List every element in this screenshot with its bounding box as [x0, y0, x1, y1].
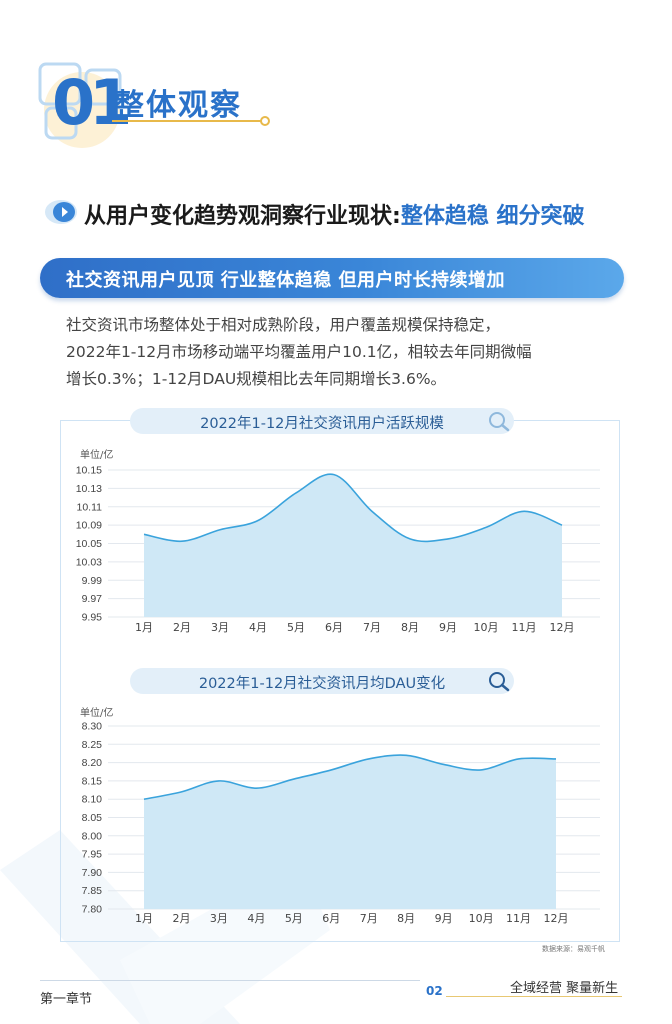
- x-tick-label: 8月: [401, 621, 419, 634]
- footer-slogan: 全域经营 聚量新生: [510, 981, 619, 996]
- x-tick-label: 11月: [506, 912, 531, 925]
- y-tick-label: 7.85: [82, 885, 103, 897]
- banner-text: 社交资讯用户见顶 行业整体趋稳 但用户时长持续增加: [66, 270, 506, 291]
- x-tick-label: 8月: [397, 912, 415, 925]
- x-tick-label: 12月: [550, 621, 575, 634]
- y-tick-label: 8.10: [82, 794, 103, 806]
- x-tick-label: 1月: [135, 912, 153, 925]
- x-tick-label: 10月: [474, 621, 499, 634]
- x-tick-label: 9月: [435, 912, 453, 925]
- footer-slogan-underline: [446, 996, 622, 997]
- subheading-highlight: 整体趋稳 细分突破: [400, 204, 585, 229]
- y-tick-label: 9.99: [82, 575, 103, 587]
- number-frame-decoration: [38, 62, 122, 140]
- y-tick-label: 7.80: [82, 904, 103, 916]
- x-tick-label: 9月: [439, 621, 457, 634]
- paragraph-line: 2022年1-12月市场移动端平均覆盖用户10.1亿，相较去年同期微幅: [66, 343, 532, 361]
- section-number: 01: [52, 66, 132, 139]
- footer-divider: [40, 980, 420, 981]
- chart1-title: 2022年1-12月社交资讯用户活跃规模: [200, 416, 444, 432]
- x-tick-label: 5月: [287, 621, 305, 634]
- area-fill: [144, 755, 556, 909]
- paragraph-line: 社交资讯市场整体处于相对成熟阶段，用户覆盖规模保持稳定，: [66, 316, 501, 334]
- y-tick-label: 8.15: [82, 775, 103, 787]
- x-tick-label: 2月: [172, 912, 190, 925]
- section-underline-dot: [260, 116, 270, 126]
- x-tick-label: 4月: [249, 621, 267, 634]
- section-underline: [112, 120, 262, 122]
- search-icon: [489, 672, 510, 692]
- x-tick-label: 7月: [360, 912, 378, 925]
- x-tick-label: 4月: [247, 912, 265, 925]
- y-tick-label: 9.97: [82, 593, 103, 605]
- chart2-title: 2022年1-12月社交资讯月均DAU变化: [198, 676, 446, 692]
- subheading-prefix: 从用户变化趋势观洞察行业现状:: [84, 204, 401, 229]
- y-tick-label: 8.00: [82, 830, 103, 842]
- y-tick-label: 10.03: [76, 556, 102, 568]
- chart2-unit-label: 单位/亿: [80, 708, 114, 719]
- x-tick-label: 11月: [512, 621, 537, 634]
- x-tick-label: 2月: [173, 621, 191, 634]
- page-number: 02: [426, 984, 443, 998]
- footer-chapter: 第一章节: [40, 992, 93, 1007]
- chart2-title-pill: 2022年1-12月社交资讯月均DAU变化: [130, 668, 514, 694]
- y-tick-label: 10.11: [77, 501, 103, 513]
- y-tick-label: 8.05: [82, 812, 103, 824]
- y-tick-label: 8.30: [82, 721, 103, 733]
- y-tick-label: 10.15: [76, 465, 102, 477]
- x-tick-label: 10月: [469, 912, 494, 925]
- section-header: 01 整体观察: [38, 62, 278, 152]
- y-tick-label: 10.05: [76, 538, 102, 550]
- y-tick-label: 8.20: [82, 757, 103, 769]
- x-tick-label: 3月: [210, 912, 228, 925]
- x-tick-label: 3月: [211, 621, 229, 634]
- series-line: [143, 473, 563, 543]
- x-tick-label: 5月: [285, 912, 303, 925]
- y-tick-label: 7.90: [82, 867, 103, 879]
- chart1-unit-label: 单位/亿: [80, 450, 114, 461]
- y-tick-label: 7.95: [82, 849, 103, 861]
- x-tick-label: 1月: [135, 621, 153, 634]
- y-tick-label: 10.13: [76, 483, 102, 495]
- x-tick-label: 6月: [322, 912, 340, 925]
- headline-banner: 社交资讯用户见顶 行业整体趋稳 但用户时长持续增加: [40, 258, 624, 298]
- series-line: [143, 754, 557, 800]
- data-source: 数据来源：易观千帆: [542, 945, 605, 953]
- body-paragraph: 社交资讯市场整体处于相对成熟阶段，用户覆盖规模保持稳定， 2022年1-12月市…: [66, 312, 622, 393]
- chart1-title-pill: 2022年1-12月社交资讯用户活跃规模: [130, 408, 514, 434]
- y-tick-label: 9.95: [82, 612, 103, 624]
- subheading: 从用户变化趋势观洞察行业现状:整体趋稳 细分突破: [44, 196, 644, 232]
- area-fill: [144, 474, 562, 617]
- y-tick-label: 10.09: [76, 520, 102, 532]
- paragraph-line: 增长0.3%；1-12月DAU规模相比去年同期增长3.6%。: [66, 370, 447, 388]
- subheading-text: 从用户变化趋势观洞察行业现状:整体趋稳 细分突破: [84, 198, 584, 230]
- section-title: 整体观察: [114, 88, 242, 123]
- x-tick-label: 7月: [363, 621, 381, 634]
- x-tick-label: 12月: [544, 912, 569, 925]
- y-tick-label: 8.25: [82, 739, 103, 751]
- x-tick-label: 6月: [325, 621, 343, 634]
- arrow-bullet-icon: [45, 200, 77, 224]
- search-icon: [489, 412, 510, 432]
